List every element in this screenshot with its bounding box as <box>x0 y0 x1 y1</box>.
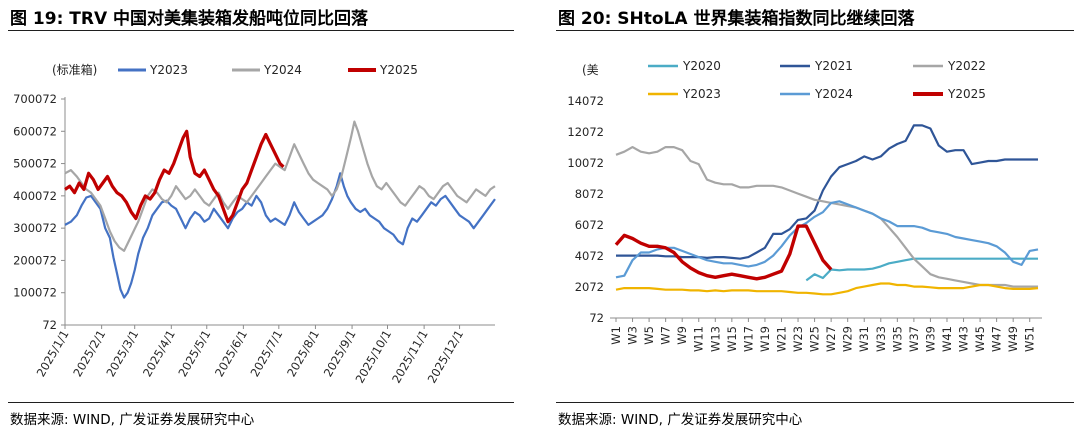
y-tick-label: 10072 <box>567 156 604 170</box>
chart-title: 图 20: SHtoLA 世界集装箱指数同比继续回落 <box>558 9 915 29</box>
y-tick-label: 12072 <box>567 125 604 139</box>
legend-label: Y2023 <box>682 87 721 101</box>
x-tick-label: W49 <box>1006 326 1020 352</box>
x-tick-label: W43 <box>957 326 971 352</box>
legend-label: Y2025 <box>947 87 986 101</box>
y-tick-label: 4072 <box>575 249 604 263</box>
x-tick-label: W39 <box>923 326 937 352</box>
series-line-Y2025 <box>64 129 285 224</box>
x-tick-label: W9 <box>675 326 689 345</box>
title-rule <box>8 30 514 32</box>
source-rule <box>556 402 1074 404</box>
x-tick-label: W17 <box>741 326 755 352</box>
x-tick-label: W3 <box>626 326 640 345</box>
y-tick-label: 500072 <box>13 157 57 171</box>
series-line-Y2022 <box>615 145 1038 288</box>
x-tick-label: W21 <box>774 326 788 352</box>
x-tick-label: 2025/10/1 <box>352 328 394 386</box>
source-note: 数据来源: WIND, 广发证券发展研究中心 <box>558 412 803 428</box>
chart-panel-trv: 图 19: TRV 中国对美集装箱发船吨位同比回落 700072 600072 50… <box>0 0 520 437</box>
x-tick-label: W5 <box>642 326 656 345</box>
unit-label: (美 <box>582 63 599 77</box>
x-tick-label: W1 <box>609 326 623 345</box>
y-tick-label: 100072 <box>13 286 57 300</box>
series-line-Y2023 <box>615 282 1039 296</box>
x-tick-label: 2025/12/1 <box>425 328 467 386</box>
series-line-Y2020 <box>805 257 1038 282</box>
x-tick-label: W51 <box>1023 326 1037 352</box>
y-tick-label: 2072 <box>575 280 604 294</box>
x-tick-label: W23 <box>791 326 805 352</box>
x-tick-label: W27 <box>824 326 838 352</box>
source-note: 数据来源: WIND, 广发证券发展研究中心 <box>10 412 255 428</box>
legend-label: Y2023 <box>149 63 188 77</box>
series-line-Y2025 <box>614 224 833 281</box>
chart-title: 图 19: TRV 中国对美集装箱发船吨位同比回落 <box>10 9 369 29</box>
legend-label: Y2020 <box>682 59 721 73</box>
x-tick-label: W35 <box>890 326 904 352</box>
y-tick-label: 700072 <box>13 92 57 106</box>
x-tick-label: W33 <box>874 326 888 352</box>
x-tick-label: 2025/7/1 <box>247 328 285 380</box>
series-line-Y2024 <box>64 120 496 252</box>
y-tick-label: 200072 <box>13 253 57 267</box>
y-tick-label: 8072 <box>575 187 604 201</box>
x-tick-label: W31 <box>857 326 871 352</box>
legend-label: Y2022 <box>947 59 986 73</box>
trv-line-chart: 700072 600072 500072 400072 300072 200072 1000… <box>13 62 496 386</box>
legend-label: Y2021 <box>814 59 853 73</box>
x-tick-label: W25 <box>808 326 822 352</box>
y-tick-label: 6072 <box>575 218 604 232</box>
x-tick-label: 2025/3/1 <box>103 328 141 380</box>
source-rule <box>8 402 514 404</box>
x-tick-label: W41 <box>940 326 954 352</box>
legend-label: Y2024 <box>263 63 302 77</box>
y-tick-label: 14072 <box>567 94 604 108</box>
series-line-Y2021 <box>616 124 1038 260</box>
x-tick-label: W7 <box>659 326 673 345</box>
x-tick-label: W13 <box>708 326 722 352</box>
y-tick-label: 400072 <box>13 189 57 203</box>
x-tick-label: 2025/5/1 <box>175 328 213 380</box>
x-tick-label: 2025/9/1 <box>321 328 359 380</box>
y-tick-label: 72 <box>589 311 604 325</box>
x-tick-label: W29 <box>841 326 855 352</box>
title-rule <box>556 30 1074 32</box>
x-tick-label: W47 <box>990 326 1004 352</box>
x-tick-label: 2025/4/1 <box>140 328 178 380</box>
legend-label: Y2025 <box>379 63 418 77</box>
series-line-Y2024 <box>615 200 1039 279</box>
legend-label: Y2024 <box>814 87 853 101</box>
x-tick-label: W15 <box>725 326 739 352</box>
y-tick-label: 600072 <box>13 124 57 138</box>
x-tick-label: W19 <box>758 326 772 352</box>
chart-panel-shtola: 图 20: SHtoLA 世界集装箱指数同比继续回落 14072 12072 100… <box>548 0 1080 437</box>
x-tick-label: W11 <box>692 326 706 352</box>
series-line-Y2023 <box>64 172 496 299</box>
x-tick-label: 2025/2/1 <box>70 328 108 380</box>
unit-label: (标准箱) <box>52 62 97 77</box>
y-tick-label: 72 <box>42 318 57 332</box>
x-tick-label: 2025/8/1 <box>284 328 322 380</box>
x-tick-label: W37 <box>907 326 921 352</box>
x-tick-label: W45 <box>973 326 987 352</box>
y-tick-label: 300072 <box>13 221 57 235</box>
x-tick-label: 2025/6/1 <box>212 328 250 380</box>
x-tick-label: 2025/1/1 <box>34 328 72 380</box>
